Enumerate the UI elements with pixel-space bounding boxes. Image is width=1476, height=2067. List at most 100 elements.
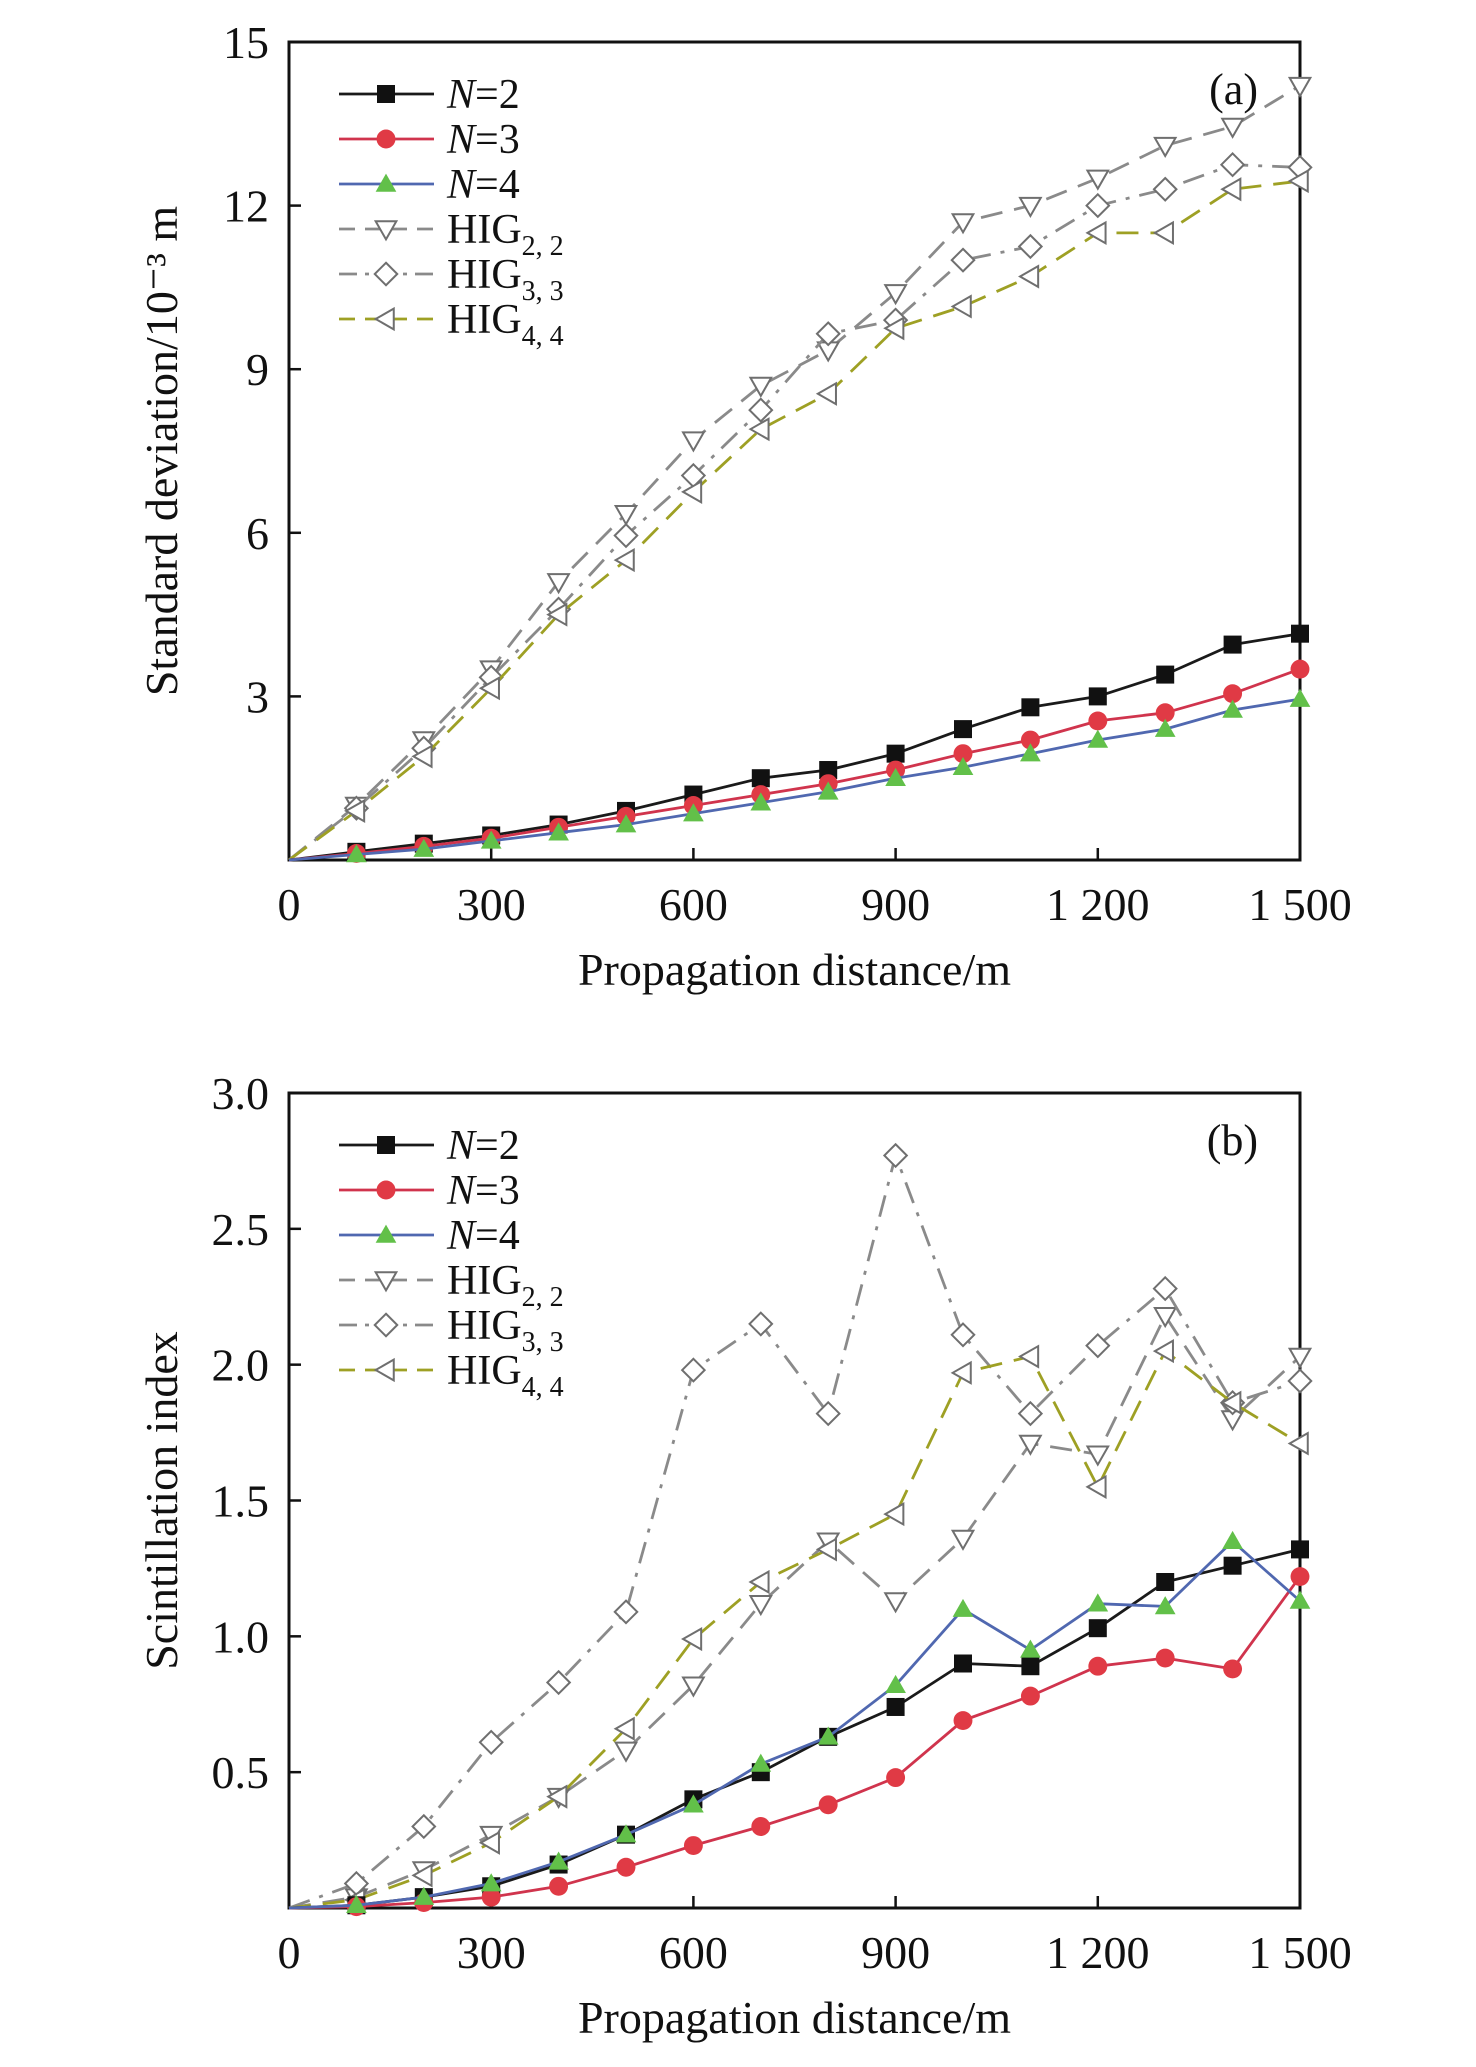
data-point xyxy=(1289,1590,1311,1609)
data-point xyxy=(478,676,500,701)
x-tick-label: 900 xyxy=(861,1927,930,1978)
legend-entry: HIG3, 3 xyxy=(339,252,564,307)
legend-marker xyxy=(373,306,395,332)
data-point xyxy=(1020,1686,1040,1706)
data-point xyxy=(886,1768,906,1788)
data-point xyxy=(883,1502,905,1527)
data-point xyxy=(683,1794,704,1813)
legend-label: N=2 xyxy=(446,1123,520,1169)
data-point xyxy=(478,1830,500,1855)
data-point xyxy=(1290,659,1310,679)
y-tick-label: 6 xyxy=(246,508,269,559)
series-hig2-2 xyxy=(288,1307,1313,1910)
legend-entry: HIG2, 2 xyxy=(339,207,564,262)
data-point xyxy=(883,316,905,341)
data-point xyxy=(883,1592,908,1614)
x-tick-label: 1 200 xyxy=(1046,879,1150,930)
series-line xyxy=(288,1539,1301,1910)
data-point xyxy=(748,1311,774,1337)
series-n-2 xyxy=(288,624,1309,862)
x-tick-label: 600 xyxy=(659,1927,728,1978)
data-point xyxy=(411,1813,437,1840)
data-point xyxy=(1085,169,1110,191)
data-point xyxy=(480,830,502,849)
data-point xyxy=(413,838,435,857)
data-layer xyxy=(288,1142,1313,1917)
data-point xyxy=(950,294,972,319)
data-point xyxy=(545,1669,572,1696)
data-point xyxy=(818,1795,838,1815)
series-line xyxy=(288,697,1301,862)
data-point xyxy=(1223,684,1243,704)
y-tick-label: 12 xyxy=(223,181,269,232)
series-n-4 xyxy=(288,1530,1311,1914)
data-point xyxy=(952,1598,974,1617)
data-point xyxy=(817,1726,839,1745)
data-point xyxy=(1290,1567,1310,1587)
data-point xyxy=(1219,152,1246,178)
series-line xyxy=(288,163,1301,862)
data-point xyxy=(950,213,976,235)
data-point xyxy=(1289,688,1311,707)
data-point xyxy=(616,1857,636,1877)
x-tick-label: 300 xyxy=(457,1927,526,1978)
series-line xyxy=(288,84,1301,862)
data-point xyxy=(885,767,906,786)
series-n-3 xyxy=(288,659,1310,863)
series-n-4 xyxy=(288,688,1311,863)
x-tick-label: 0 xyxy=(278,879,301,930)
data-point xyxy=(815,381,837,406)
series-hig3-3 xyxy=(288,152,1313,862)
series-line xyxy=(288,1314,1301,1910)
data-point xyxy=(681,1626,703,1652)
data-point xyxy=(751,1817,771,1836)
series-hig4-4 xyxy=(288,168,1309,862)
legend-marker xyxy=(375,173,397,192)
data-point xyxy=(815,1400,841,1427)
y-tick-label: 3.0 xyxy=(212,1068,270,1119)
y-axis-label: Scintillation index xyxy=(136,1331,187,1670)
data-point xyxy=(950,1322,976,1348)
data-point xyxy=(751,769,770,788)
y-tick-label: 1.5 xyxy=(212,1476,270,1527)
data-point xyxy=(1021,698,1040,717)
data-point xyxy=(815,321,841,347)
legend-entry: N=2 xyxy=(339,1123,520,1169)
series-line xyxy=(288,1575,1302,1910)
data-point xyxy=(950,1529,976,1551)
series-n-2 xyxy=(288,1540,1309,1915)
data-point xyxy=(1154,718,1176,737)
data-point xyxy=(1018,1434,1043,1456)
legend-label: N=3 xyxy=(446,117,520,163)
legend-marker xyxy=(373,261,399,287)
data-point xyxy=(1018,196,1043,218)
data-point xyxy=(1088,687,1107,706)
data-point xyxy=(613,504,639,527)
data-point xyxy=(411,1863,433,1888)
data-point xyxy=(952,756,974,776)
data-point xyxy=(1085,1474,1107,1499)
plot-frame xyxy=(287,40,1302,862)
data-point xyxy=(882,1142,909,1169)
data-point xyxy=(748,1594,773,1617)
data-point xyxy=(680,1357,707,1383)
data-point xyxy=(1153,1307,1178,1329)
data-point xyxy=(683,803,704,822)
series-line xyxy=(288,1349,1301,1910)
data-point xyxy=(815,1537,837,1562)
data-point xyxy=(1152,1339,1174,1364)
x-tick-label: 0 xyxy=(278,1927,301,1978)
data-point xyxy=(681,1676,706,1698)
data-point xyxy=(748,397,774,423)
data-point xyxy=(748,1569,770,1595)
y-tick-label: 2.5 xyxy=(212,1204,270,1255)
legend-entry: N=2 xyxy=(339,72,520,118)
data-point xyxy=(1156,1573,1175,1591)
x-tick-label: 1 500 xyxy=(1248,1927,1352,1978)
legend-entry: N=3 xyxy=(339,1168,520,1214)
data-point xyxy=(954,720,972,739)
data-point xyxy=(480,1873,502,1892)
x-axis-label: Propagation distance/m xyxy=(578,1992,1011,2043)
